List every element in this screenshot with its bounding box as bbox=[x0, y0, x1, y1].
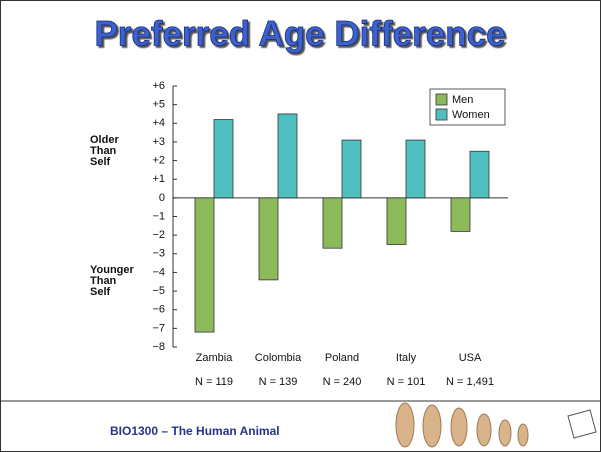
bar bbox=[469, 150, 490, 199]
footer-text: BIO1300 – The Human Animal bbox=[110, 424, 280, 438]
chart: +6+5+4+3+2+10−1−2−3−4−5−6−7−8OlderThanSe… bbox=[90, 80, 508, 388]
y-tick-label: −1 bbox=[152, 210, 165, 222]
y-side-label: Than bbox=[90, 145, 117, 157]
sample-size: N = 1,491 bbox=[446, 376, 494, 388]
evolution-figures bbox=[395, 402, 529, 448]
legend-swatch bbox=[435, 108, 448, 121]
y-tick-label: −4 bbox=[152, 266, 165, 278]
y-side-label: Self bbox=[90, 156, 111, 168]
x-tick-label: Colombia bbox=[255, 352, 302, 364]
y-tick-label: −6 bbox=[152, 304, 165, 316]
bar bbox=[277, 113, 298, 199]
bar bbox=[258, 197, 279, 281]
logo bbox=[567, 409, 597, 439]
y-tick-label: +4 bbox=[152, 117, 165, 129]
x-tick-label: Poland bbox=[325, 352, 359, 364]
y-tick-label: +3 bbox=[152, 136, 165, 148]
y-tick-label: −8 bbox=[152, 341, 165, 353]
y-tick-label: −2 bbox=[152, 229, 165, 241]
bar bbox=[405, 139, 426, 199]
y-tick-label: −7 bbox=[152, 322, 165, 334]
x-tick-label: Zambia bbox=[196, 352, 234, 364]
slide-title: Preferred Age Difference bbox=[94, 14, 505, 53]
bar bbox=[450, 197, 471, 232]
bar bbox=[213, 119, 234, 199]
x-tick-label: Italy bbox=[396, 352, 417, 364]
y-tick-label: +2 bbox=[152, 154, 165, 166]
y-tick-label: −5 bbox=[152, 285, 165, 297]
y-tick-label: +1 bbox=[152, 173, 165, 185]
sample-size: N = 101 bbox=[387, 376, 426, 388]
y-side-label: Older bbox=[90, 134, 119, 146]
bar bbox=[341, 139, 362, 199]
bar bbox=[386, 197, 407, 245]
y-side-label: Than bbox=[90, 275, 117, 287]
x-tick-label: USA bbox=[459, 352, 482, 364]
legend-label: Men bbox=[452, 94, 473, 106]
legend-label: Women bbox=[452, 109, 490, 121]
y-tick-label: −3 bbox=[152, 248, 165, 260]
legend-swatch bbox=[435, 93, 448, 106]
bar bbox=[322, 197, 343, 249]
y-tick-label: +6 bbox=[152, 80, 165, 92]
y-tick-label: 0 bbox=[159, 192, 165, 204]
sample-size: N = 119 bbox=[195, 376, 233, 388]
y-side-label: Younger bbox=[90, 264, 135, 276]
y-side-label: Self bbox=[90, 286, 111, 298]
y-tick-label: +5 bbox=[152, 99, 165, 111]
bar bbox=[194, 197, 215, 333]
sample-size: N = 240 bbox=[323, 376, 362, 388]
sample-size: N = 139 bbox=[259, 376, 298, 388]
